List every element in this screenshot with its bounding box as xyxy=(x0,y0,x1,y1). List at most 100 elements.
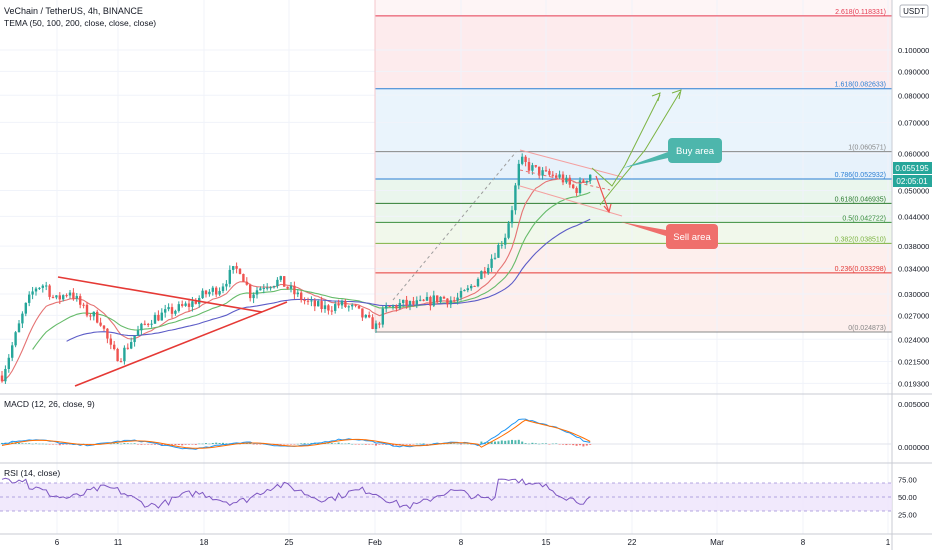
candle-body xyxy=(344,300,347,307)
candle-body xyxy=(405,299,408,306)
macd-histogram-bar xyxy=(279,444,282,445)
currency-badge[interactable] xyxy=(899,4,929,18)
candle-body xyxy=(357,305,361,309)
candle-body xyxy=(116,349,119,362)
resistance-trendline[interactable] xyxy=(57,276,263,313)
candle-body xyxy=(181,304,184,306)
price-tick-label: 0.030000 xyxy=(898,290,929,299)
macd-histogram-bar xyxy=(521,441,524,444)
fib-retracement[interactable]: 2.618(0.118331) 1.618(0.082633) 1(0.060571… xyxy=(374,0,892,333)
candle-body xyxy=(11,345,14,358)
candle-body xyxy=(371,317,374,330)
candle-body xyxy=(493,257,497,259)
macd-histogram-bar xyxy=(409,444,411,445)
candle-body xyxy=(565,177,568,183)
candle-body xyxy=(456,297,459,301)
macd-histogram-bar xyxy=(589,444,592,445)
macd-histogram-bar xyxy=(446,443,449,445)
bullish-arrowhead-1 xyxy=(651,92,661,102)
time-axis[interactable]: 6 11 18 25 Feb 8 15 22 Mar 8 1 xyxy=(55,538,891,547)
price-axis[interactable]: 0.100000 0.090000 0.080000 0.070000 0.060000… xyxy=(898,46,929,519)
drawings[interactable] xyxy=(57,89,682,387)
sell-area-callout[interactable]: Sell area xyxy=(621,222,718,249)
buy-area-callout[interactable]: Buy area xyxy=(623,138,722,168)
candle-body xyxy=(575,188,578,193)
macd-histogram-bar xyxy=(402,444,405,445)
candle-body xyxy=(412,300,415,305)
time-tick-label: 8 xyxy=(801,538,806,547)
candle-body xyxy=(439,296,442,302)
macd-histogram-bar xyxy=(405,444,408,445)
macd-histogram-bar xyxy=(249,443,252,444)
time-tick-label: 1 xyxy=(886,538,891,547)
fib-label-0.382: 0.382(0.038510) xyxy=(835,236,886,243)
macd-histogram-bar xyxy=(480,441,483,444)
macd-histogram-bar xyxy=(375,444,377,446)
tema-50-line xyxy=(1,178,591,382)
macd-histogram-bar xyxy=(412,444,415,445)
candle-body xyxy=(337,304,340,306)
fib-zone-top xyxy=(375,0,892,16)
macd-tick-label: 0.005000 xyxy=(898,400,929,409)
candle-body xyxy=(0,375,4,382)
macd-histogram-bar xyxy=(38,443,41,445)
macd-histogram-bar xyxy=(572,444,575,446)
macd-histogram-bar xyxy=(330,443,333,444)
candle-body xyxy=(218,290,221,295)
macd-histogram-bar xyxy=(48,444,51,445)
macd-histogram-bar xyxy=(252,444,255,445)
macd-histogram-bar xyxy=(327,443,330,444)
candle-body xyxy=(289,285,293,289)
candle-body xyxy=(351,304,354,307)
candle-body xyxy=(259,288,262,291)
macd-histogram-bar xyxy=(310,442,313,444)
macd-histogram-bar xyxy=(52,444,54,445)
candle-body xyxy=(279,276,282,280)
candle-body xyxy=(303,300,306,302)
bar-countdown: 02:05:01 xyxy=(896,177,928,186)
candle-body xyxy=(109,338,112,345)
candle-body xyxy=(395,305,398,309)
price-tick-label: 0.021500 xyxy=(898,358,929,367)
candle-body xyxy=(225,283,228,287)
macd-histogram-bar xyxy=(422,443,425,444)
price-tick-label: 0.038000 xyxy=(898,242,929,251)
candle-body xyxy=(221,286,225,291)
currency-label: USDT xyxy=(903,7,925,16)
macd-histogram-bar xyxy=(154,444,156,445)
candle-body xyxy=(578,180,582,193)
macd-histogram-bar xyxy=(198,443,201,445)
macd-histogram-bar xyxy=(449,443,452,444)
candle-body xyxy=(446,298,449,305)
fib-zone-0.786-0.618 xyxy=(375,178,892,204)
macd-histogram-bar xyxy=(225,443,228,444)
candle-body xyxy=(211,287,214,292)
candle-body xyxy=(187,303,191,307)
price-tick-label: 0.070000 xyxy=(898,118,929,127)
bearish-path xyxy=(595,175,610,213)
price-tick-label: 0.080000 xyxy=(898,91,929,100)
support-trendline[interactable] xyxy=(74,301,288,387)
candle-body xyxy=(490,258,493,268)
price-tick-label: 0.034000 xyxy=(898,265,929,274)
candle-body xyxy=(330,310,333,312)
candle-body xyxy=(310,300,313,302)
macd-histogram-bar xyxy=(201,443,204,445)
macd-histogram-bar xyxy=(528,443,530,445)
candle-body xyxy=(378,323,381,325)
macd-histogram-bar xyxy=(55,444,58,445)
candle-body xyxy=(96,311,99,323)
macd-histogram-bar xyxy=(150,444,153,445)
time-tick-label: 25 xyxy=(285,538,294,547)
tema-200-line xyxy=(66,218,591,342)
buy-area-label: Buy area xyxy=(676,146,715,157)
candle-body xyxy=(514,185,517,211)
macd-histogram-bar xyxy=(351,443,354,445)
macd-histogram-bar xyxy=(531,442,534,444)
candle-body xyxy=(255,290,259,295)
fib-label-0.236: 0.236(0.033298) xyxy=(835,266,886,273)
macd-histogram-bar xyxy=(65,444,68,445)
candle-body xyxy=(34,288,38,292)
candle-body xyxy=(286,286,289,289)
